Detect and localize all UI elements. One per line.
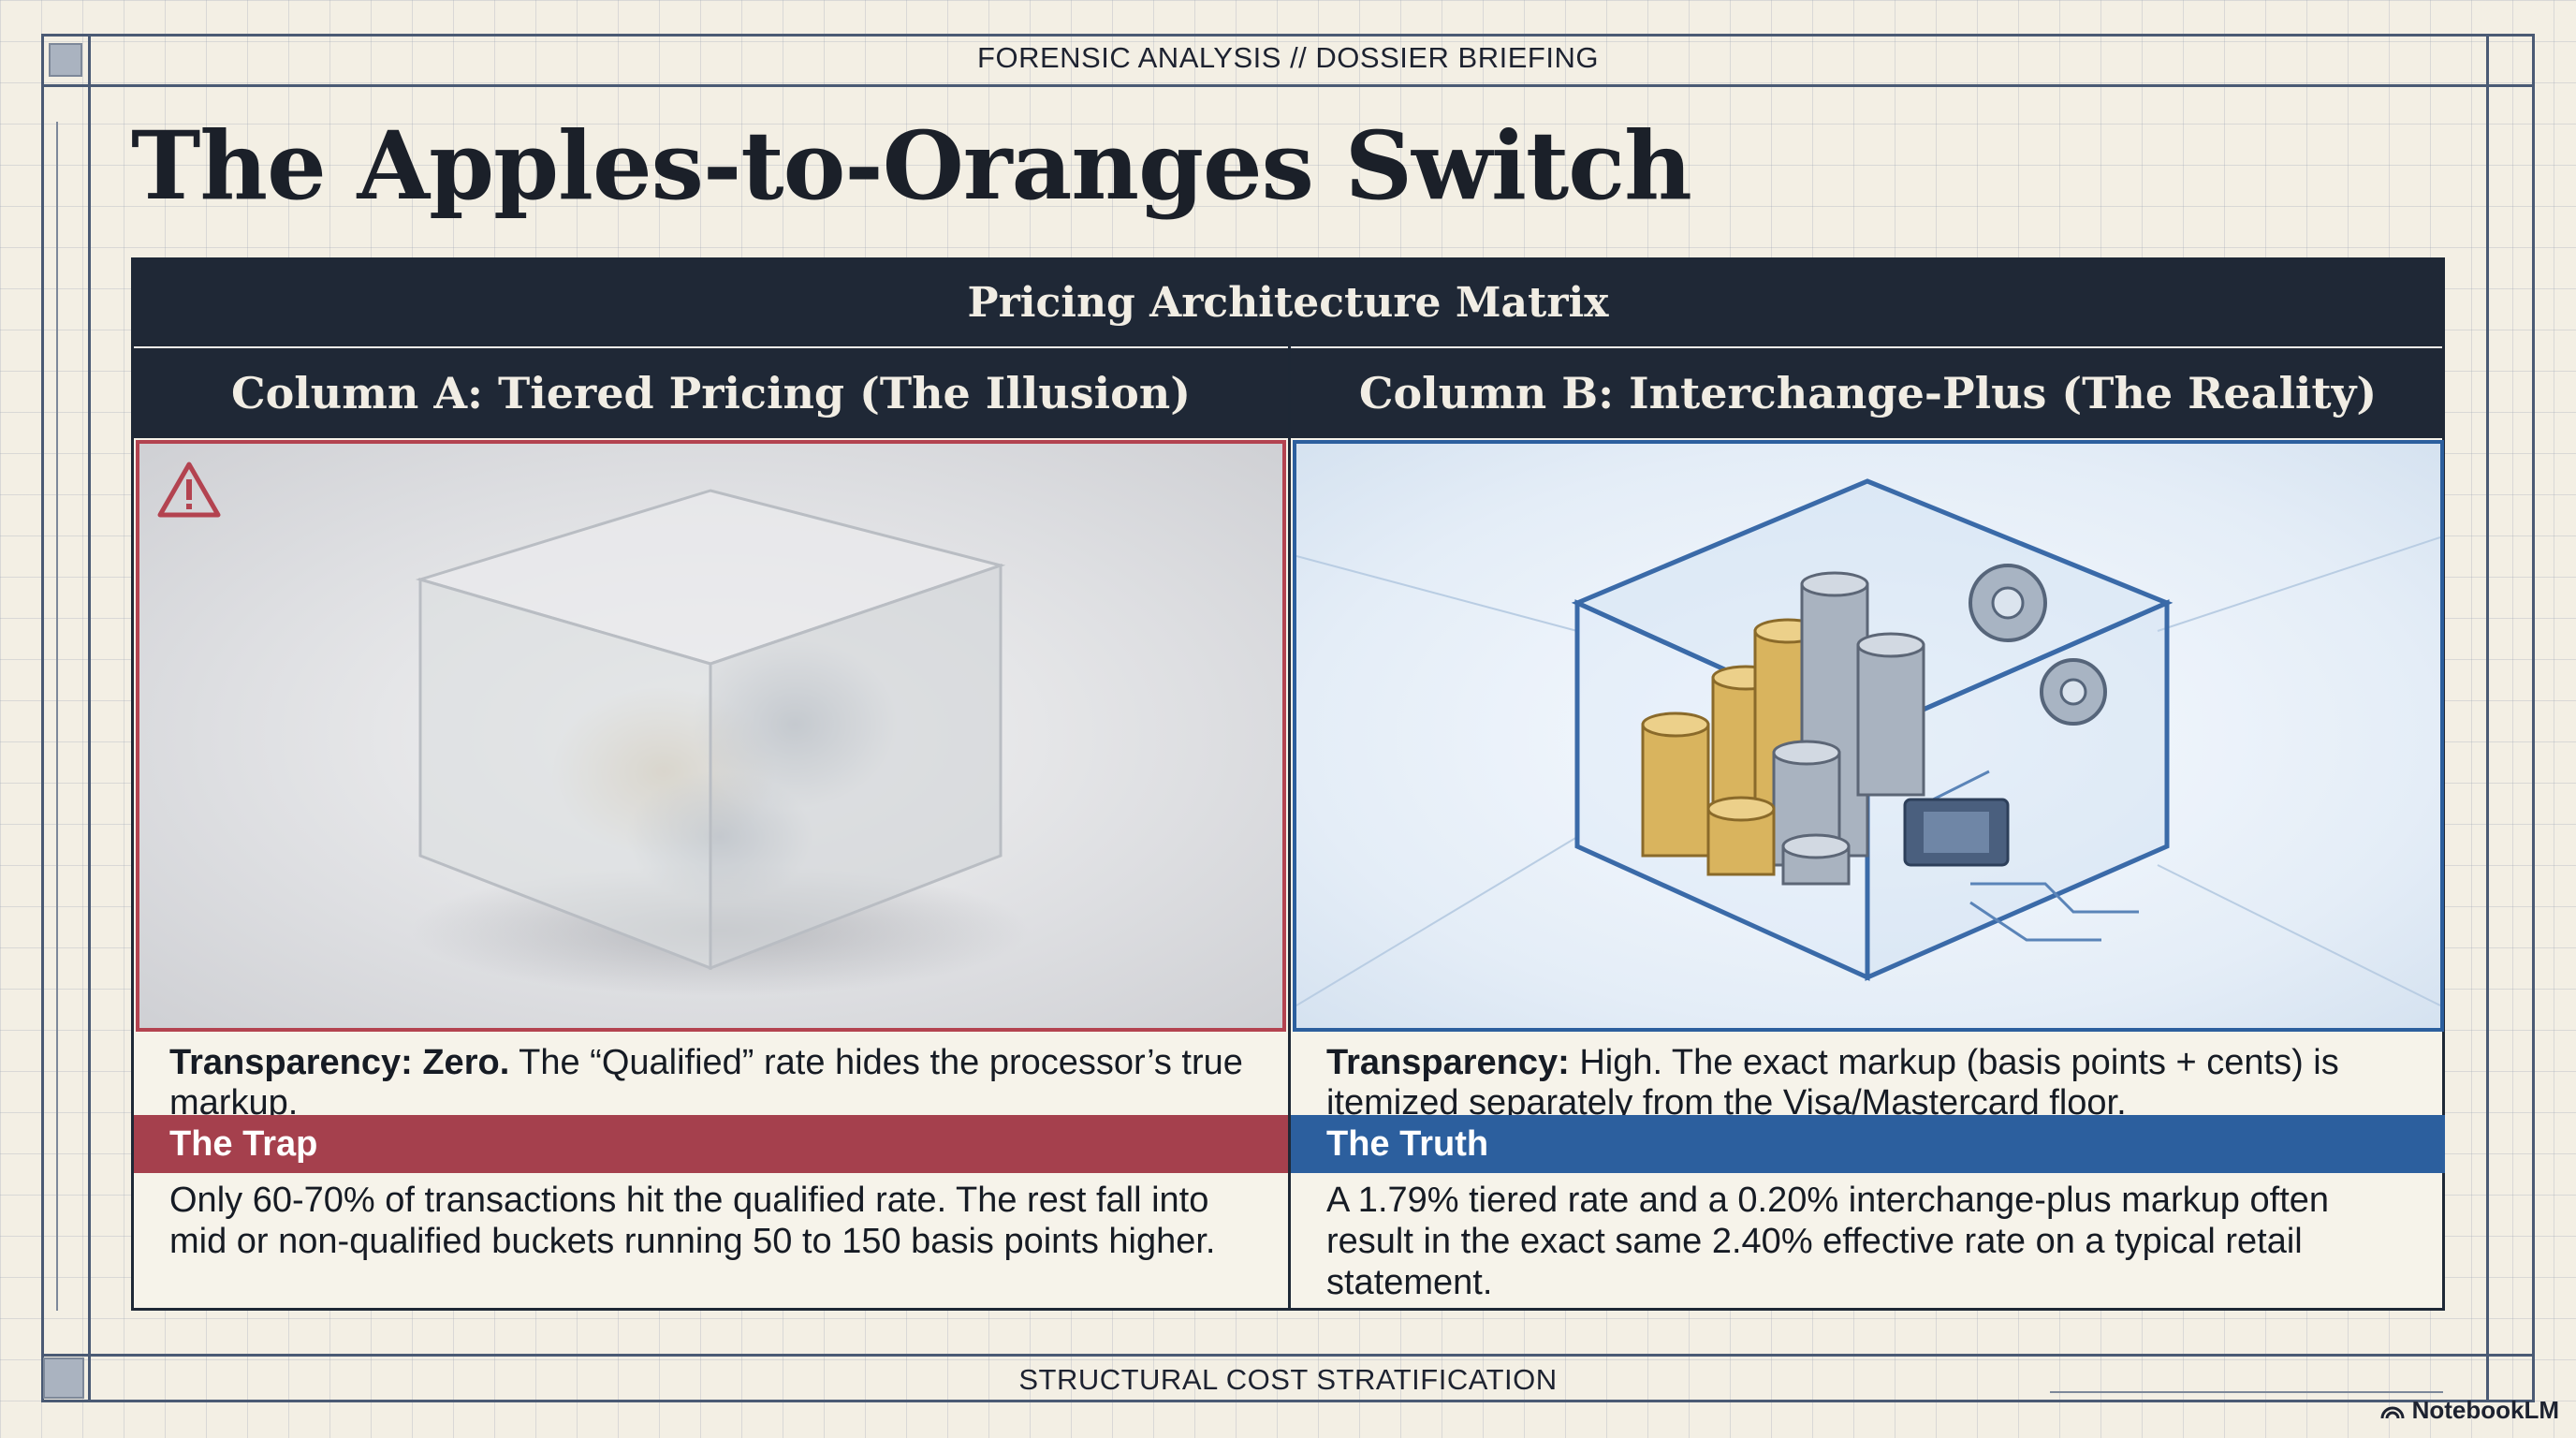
notebooklm-badge[interactable]: NotebookLM: [2380, 1396, 2559, 1425]
frame-line-right: [2486, 34, 2489, 1402]
scale-bar: [2050, 1372, 2443, 1393]
footer-rule: [41, 1354, 2535, 1357]
outer-frame: [41, 34, 2535, 1402]
truth-band: The Truth: [1291, 1115, 2445, 1173]
frosted-cube-image: [411, 489, 1029, 996]
footer-label: STRUCTURAL COST STRATIFICATION: [1018, 1363, 1558, 1396]
frame-line-left: [88, 34, 91, 1402]
side-ruler: [56, 122, 75, 1311]
coin-stacks: [1641, 571, 1925, 886]
transparent-cube-illustration: [1293, 440, 2444, 1032]
page-title: The Apples-to-Oranges Switch: [131, 110, 1692, 221]
warning-icon: [157, 462, 221, 518]
column-a-transparency: Transparency: Zero. The “Qualified” rate…: [134, 1035, 1288, 1123]
truth-body-text: A 1.79% tiered rate and a 0.20% intercha…: [1326, 1181, 2330, 1302]
column-a-transparency-label: Transparency: Zero.: [169, 1043, 510, 1082]
corner-marker-top-left: [49, 43, 82, 77]
column-b-transparency: Transparency: High. The exact markup (ba…: [1291, 1035, 2445, 1123]
trap-body-text: Only 60-70% of transactions hit the qual…: [169, 1181, 1216, 1261]
column-a-heading: Column A: Tiered Pricing (The Illusion): [134, 348, 1288, 438]
header-label: FORENSIC ANALYSIS // DOSSIER BRIEFING: [977, 41, 1599, 74]
column-divider: [1288, 346, 1291, 1311]
notebooklm-label: NotebookLM: [2411, 1396, 2559, 1424]
corner-marker-bottom-left: [43, 1357, 84, 1399]
column-b-transparency-label: Transparency:: [1326, 1043, 1570, 1082]
transparent-cube-image: [1296, 478, 2440, 1006]
notebooklm-logo-icon: [2380, 1406, 2405, 1418]
matrix-title: Pricing Architecture Matrix: [134, 260, 2442, 346]
column-b-heading: Column B: Interchange-Plus (The Reality): [1291, 348, 2445, 438]
header-rule: [41, 84, 2535, 87]
trap-band: The Trap: [134, 1115, 1288, 1173]
frosted-cube-illustration: [136, 440, 1286, 1032]
pricing-matrix: Pricing Architecture Matrix Column A: Ti…: [131, 257, 2445, 1311]
